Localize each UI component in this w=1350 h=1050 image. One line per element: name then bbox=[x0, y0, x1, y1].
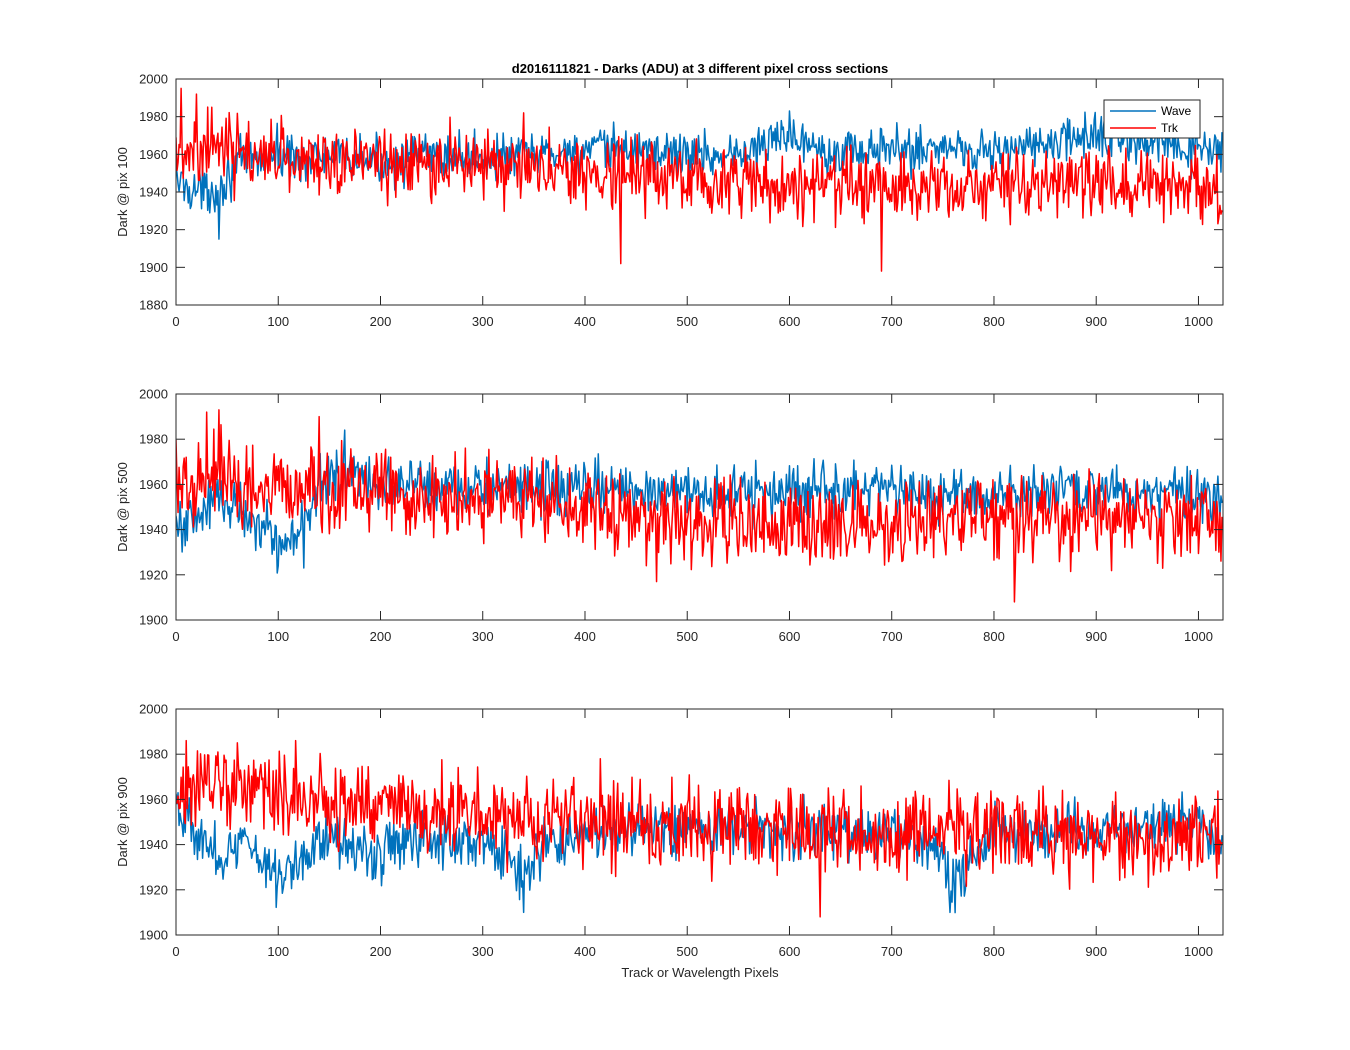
plot-area bbox=[176, 79, 1223, 305]
y-axis-label: Dark @ pix 100 bbox=[115, 147, 130, 237]
x-tick-label: 200 bbox=[370, 629, 392, 644]
panel-1: 0 100 200 300 400 500 600 700 800 900 1000 1880 1900… bbox=[115, 72, 1224, 329]
panel-2: 0 100 200 300 400 500 600 700 800 900 1000 1900 1920… bbox=[115, 387, 1224, 644]
y-tick-label: 1940 bbox=[139, 837, 168, 852]
x-tick-label: 600 bbox=[779, 629, 801, 644]
x-tick-label: 300 bbox=[472, 944, 494, 959]
x-tick-label: 400 bbox=[574, 314, 596, 329]
x-tick-label: 900 bbox=[1085, 944, 1107, 959]
x-tick-label: 900 bbox=[1085, 314, 1107, 329]
y-axis-label: Dark @ pix 500 bbox=[115, 462, 130, 552]
y-tick-label: 1940 bbox=[139, 522, 168, 537]
y-tick-label: 2000 bbox=[139, 72, 168, 87]
x-tick-label: 100 bbox=[267, 314, 289, 329]
x-tick-label: 500 bbox=[676, 629, 698, 644]
legend: Wave Trk bbox=[1103, 99, 1201, 139]
y-tick-label: 1960 bbox=[139, 477, 168, 492]
y-tick-label: 1880 bbox=[139, 298, 168, 313]
x-tick-label: 1000 bbox=[1184, 314, 1213, 329]
y-tick-label: 1940 bbox=[139, 185, 168, 200]
x-tick-label: 0 bbox=[172, 944, 179, 959]
x-tick-label: 700 bbox=[881, 314, 903, 329]
series-line-wave bbox=[176, 110, 1223, 240]
y-tick-label: 1920 bbox=[139, 222, 168, 237]
y-tick-label: 1980 bbox=[139, 109, 168, 124]
y-axis-label: Dark @ pix 900 bbox=[115, 777, 130, 867]
legend-label-wave: Wave bbox=[1161, 104, 1192, 118]
y-tick-label: 1900 bbox=[139, 928, 168, 943]
legend-label-trk: Trk bbox=[1161, 121, 1179, 135]
x-tick-label: 900 bbox=[1085, 629, 1107, 644]
x-tick-label: 200 bbox=[370, 944, 392, 959]
y-tick-label: 1980 bbox=[139, 432, 168, 447]
series-line-trk bbox=[176, 409, 1223, 603]
figure-title: d2016111821 - Darks (ADU) at 3 different… bbox=[512, 61, 888, 76]
x-tick-label: 0 bbox=[172, 314, 179, 329]
x-tick-label: 600 bbox=[779, 944, 801, 959]
legend-box bbox=[1103, 99, 1201, 139]
x-tick-label: 500 bbox=[676, 944, 698, 959]
series-line-trk bbox=[176, 87, 1223, 272]
x-tick-label: 500 bbox=[676, 314, 698, 329]
x-tick-label: 800 bbox=[983, 314, 1005, 329]
y-tick-label: 1900 bbox=[139, 260, 168, 275]
x-tick-label: 100 bbox=[267, 944, 289, 959]
x-tick-label: 0 bbox=[172, 629, 179, 644]
y-tick-label: 1920 bbox=[139, 882, 168, 897]
y-tick-label: 2000 bbox=[139, 702, 168, 717]
y-tick-label: 1920 bbox=[139, 567, 168, 582]
y-tick-label: 1960 bbox=[139, 792, 168, 807]
x-tick-label: 700 bbox=[881, 629, 903, 644]
axes-box bbox=[175, 393, 1224, 621]
x-tick-label: 800 bbox=[983, 944, 1005, 959]
x-tick-label: 1000 bbox=[1184, 944, 1213, 959]
y-tick-label: 1980 bbox=[139, 747, 168, 762]
panel-3: 0 100 200 300 400 500 600 700 800 900 1000 1900 1920… bbox=[115, 702, 1224, 959]
series-line-trk bbox=[176, 739, 1223, 918]
x-tick-label: 200 bbox=[370, 314, 392, 329]
x-tick-label: 400 bbox=[574, 629, 596, 644]
x-tick-label: 800 bbox=[983, 629, 1005, 644]
x-tick-label: 400 bbox=[574, 944, 596, 959]
x-tick-label: 700 bbox=[881, 944, 903, 959]
panels: 0 100 200 300 400 500 600 700 800 900 100018801900… bbox=[115, 72, 1224, 959]
x-axis-label: Track or Wavelength Pixels bbox=[621, 965, 779, 980]
y-tick-label: 1900 bbox=[139, 613, 168, 628]
y-tick-label: 1960 bbox=[139, 147, 168, 162]
x-tick-label: 1000 bbox=[1184, 629, 1213, 644]
x-tick-label: 300 bbox=[472, 314, 494, 329]
x-tick-label: 300 bbox=[472, 629, 494, 644]
x-tick-label: 600 bbox=[779, 314, 801, 329]
y-tick-label: 2000 bbox=[139, 387, 168, 402]
axes-box bbox=[175, 708, 1224, 936]
x-tick-label: 100 bbox=[267, 629, 289, 644]
